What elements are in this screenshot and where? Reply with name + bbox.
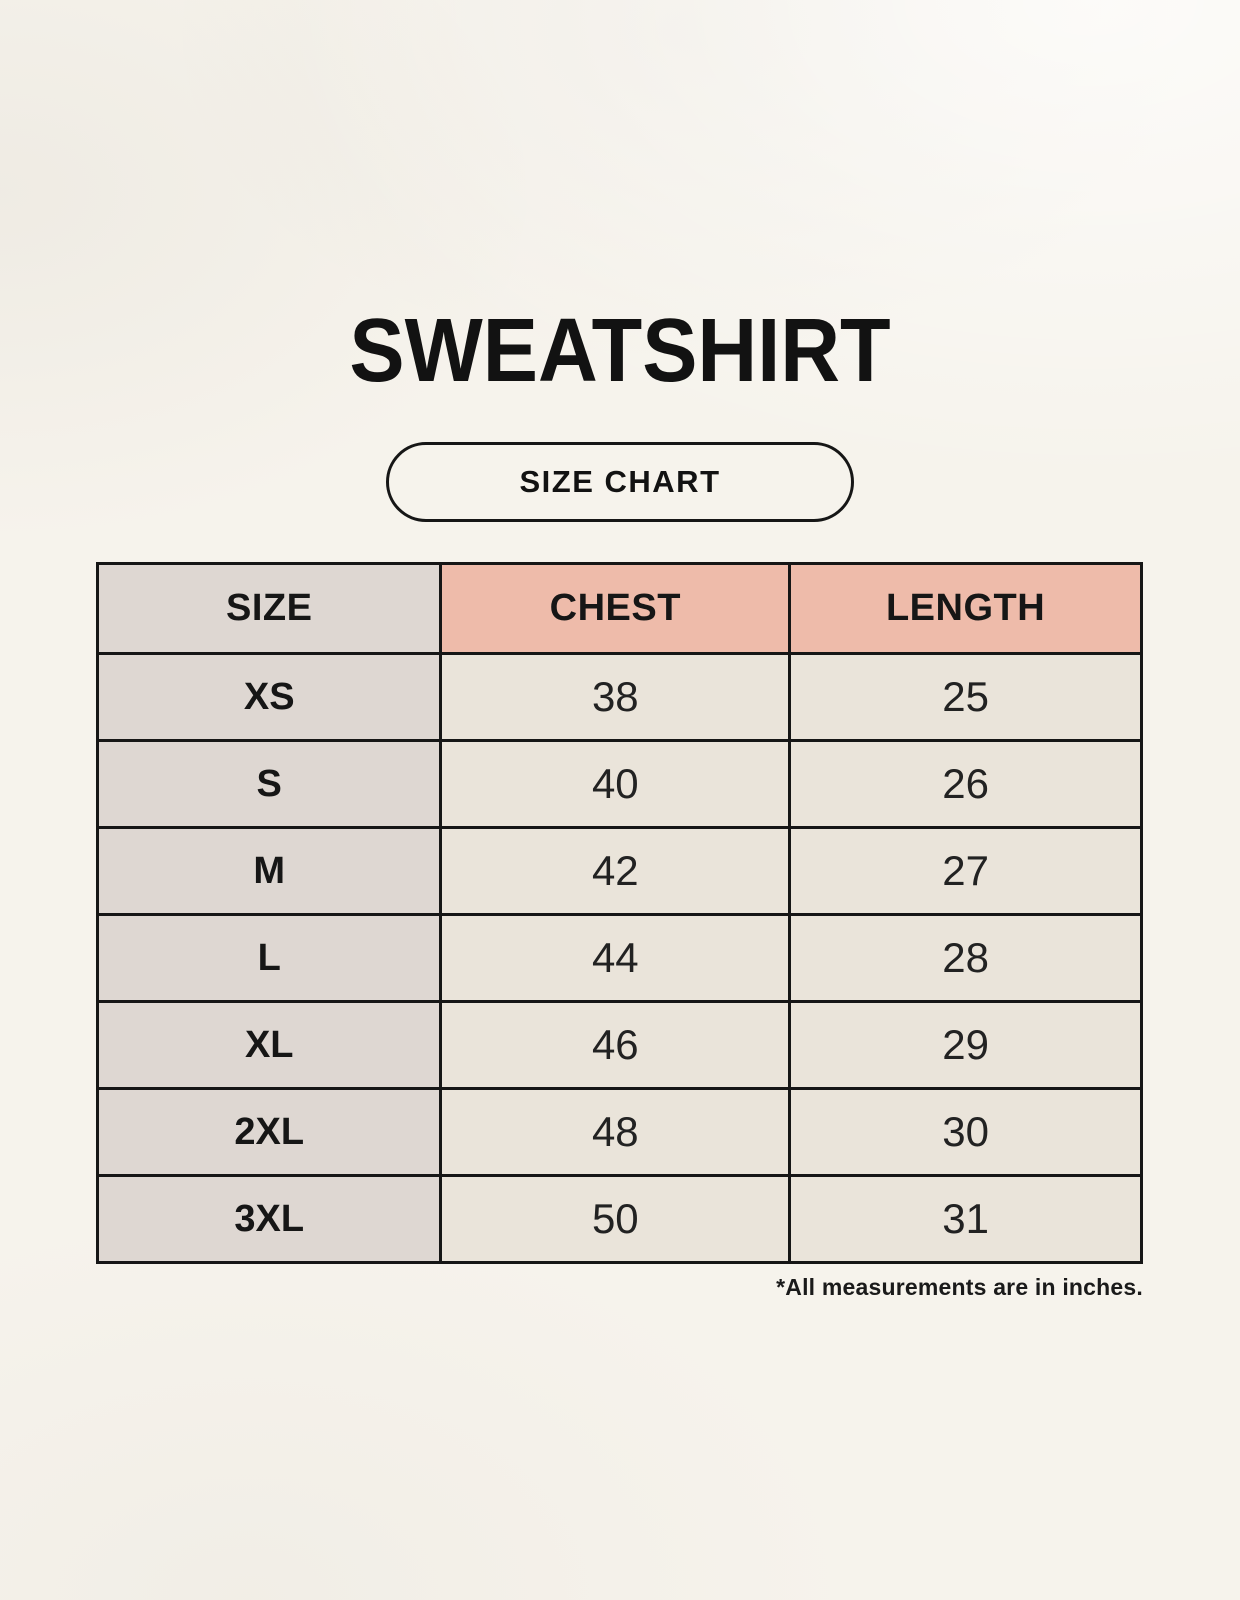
chest-value: 44 [439,913,792,1003]
chest-value: 40 [439,739,792,829]
table-row: XS 38 25 [95,652,1143,742]
length-value: 30 [788,1087,1143,1177]
column-header-size: SIZE [95,562,443,655]
length-value: 31 [788,1174,1143,1264]
chest-value: 38 [439,652,792,742]
table-row: XL 46 29 [95,1000,1143,1090]
chest-value: 46 [439,1000,792,1090]
table-row: M 42 27 [95,826,1143,916]
size-label: L [95,913,443,1003]
length-value: 25 [788,652,1143,742]
table-row: 3XL 50 31 [95,1174,1143,1264]
table-row: L 44 28 [95,913,1143,1003]
length-value: 29 [788,1000,1143,1090]
size-table-container: SIZE CHEST LENGTH XS 38 25 S 40 26 M [95,562,1143,1301]
size-label: 2XL [95,1087,443,1177]
length-value: 26 [788,739,1143,829]
column-header-chest: CHEST [439,562,792,655]
length-value: 28 [788,913,1143,1003]
size-label: M [95,826,443,916]
column-header-length: LENGTH [788,562,1143,655]
table-header-row: SIZE CHEST LENGTH [95,562,1143,655]
size-label: XL [95,1000,443,1090]
chest-value: 50 [439,1174,792,1264]
chest-value: 48 [439,1087,792,1177]
size-table: SIZE CHEST LENGTH XS 38 25 S 40 26 M [95,562,1143,1264]
table-row: S 40 26 [95,739,1143,829]
length-value: 27 [788,826,1143,916]
size-label: S [95,739,443,829]
size-chart-badge-label: SIZE CHART [519,464,721,499]
size-label: 3XL [95,1174,443,1264]
chest-value: 42 [439,826,792,916]
page-title: SWEATSHIRT [349,301,891,401]
size-label: XS [95,652,443,742]
size-chart-badge[interactable]: SIZE CHART [386,442,854,522]
measurements-footnote: *All measurements are in inches. [776,1274,1143,1300]
table-row: 2XL 48 30 [95,1087,1143,1177]
